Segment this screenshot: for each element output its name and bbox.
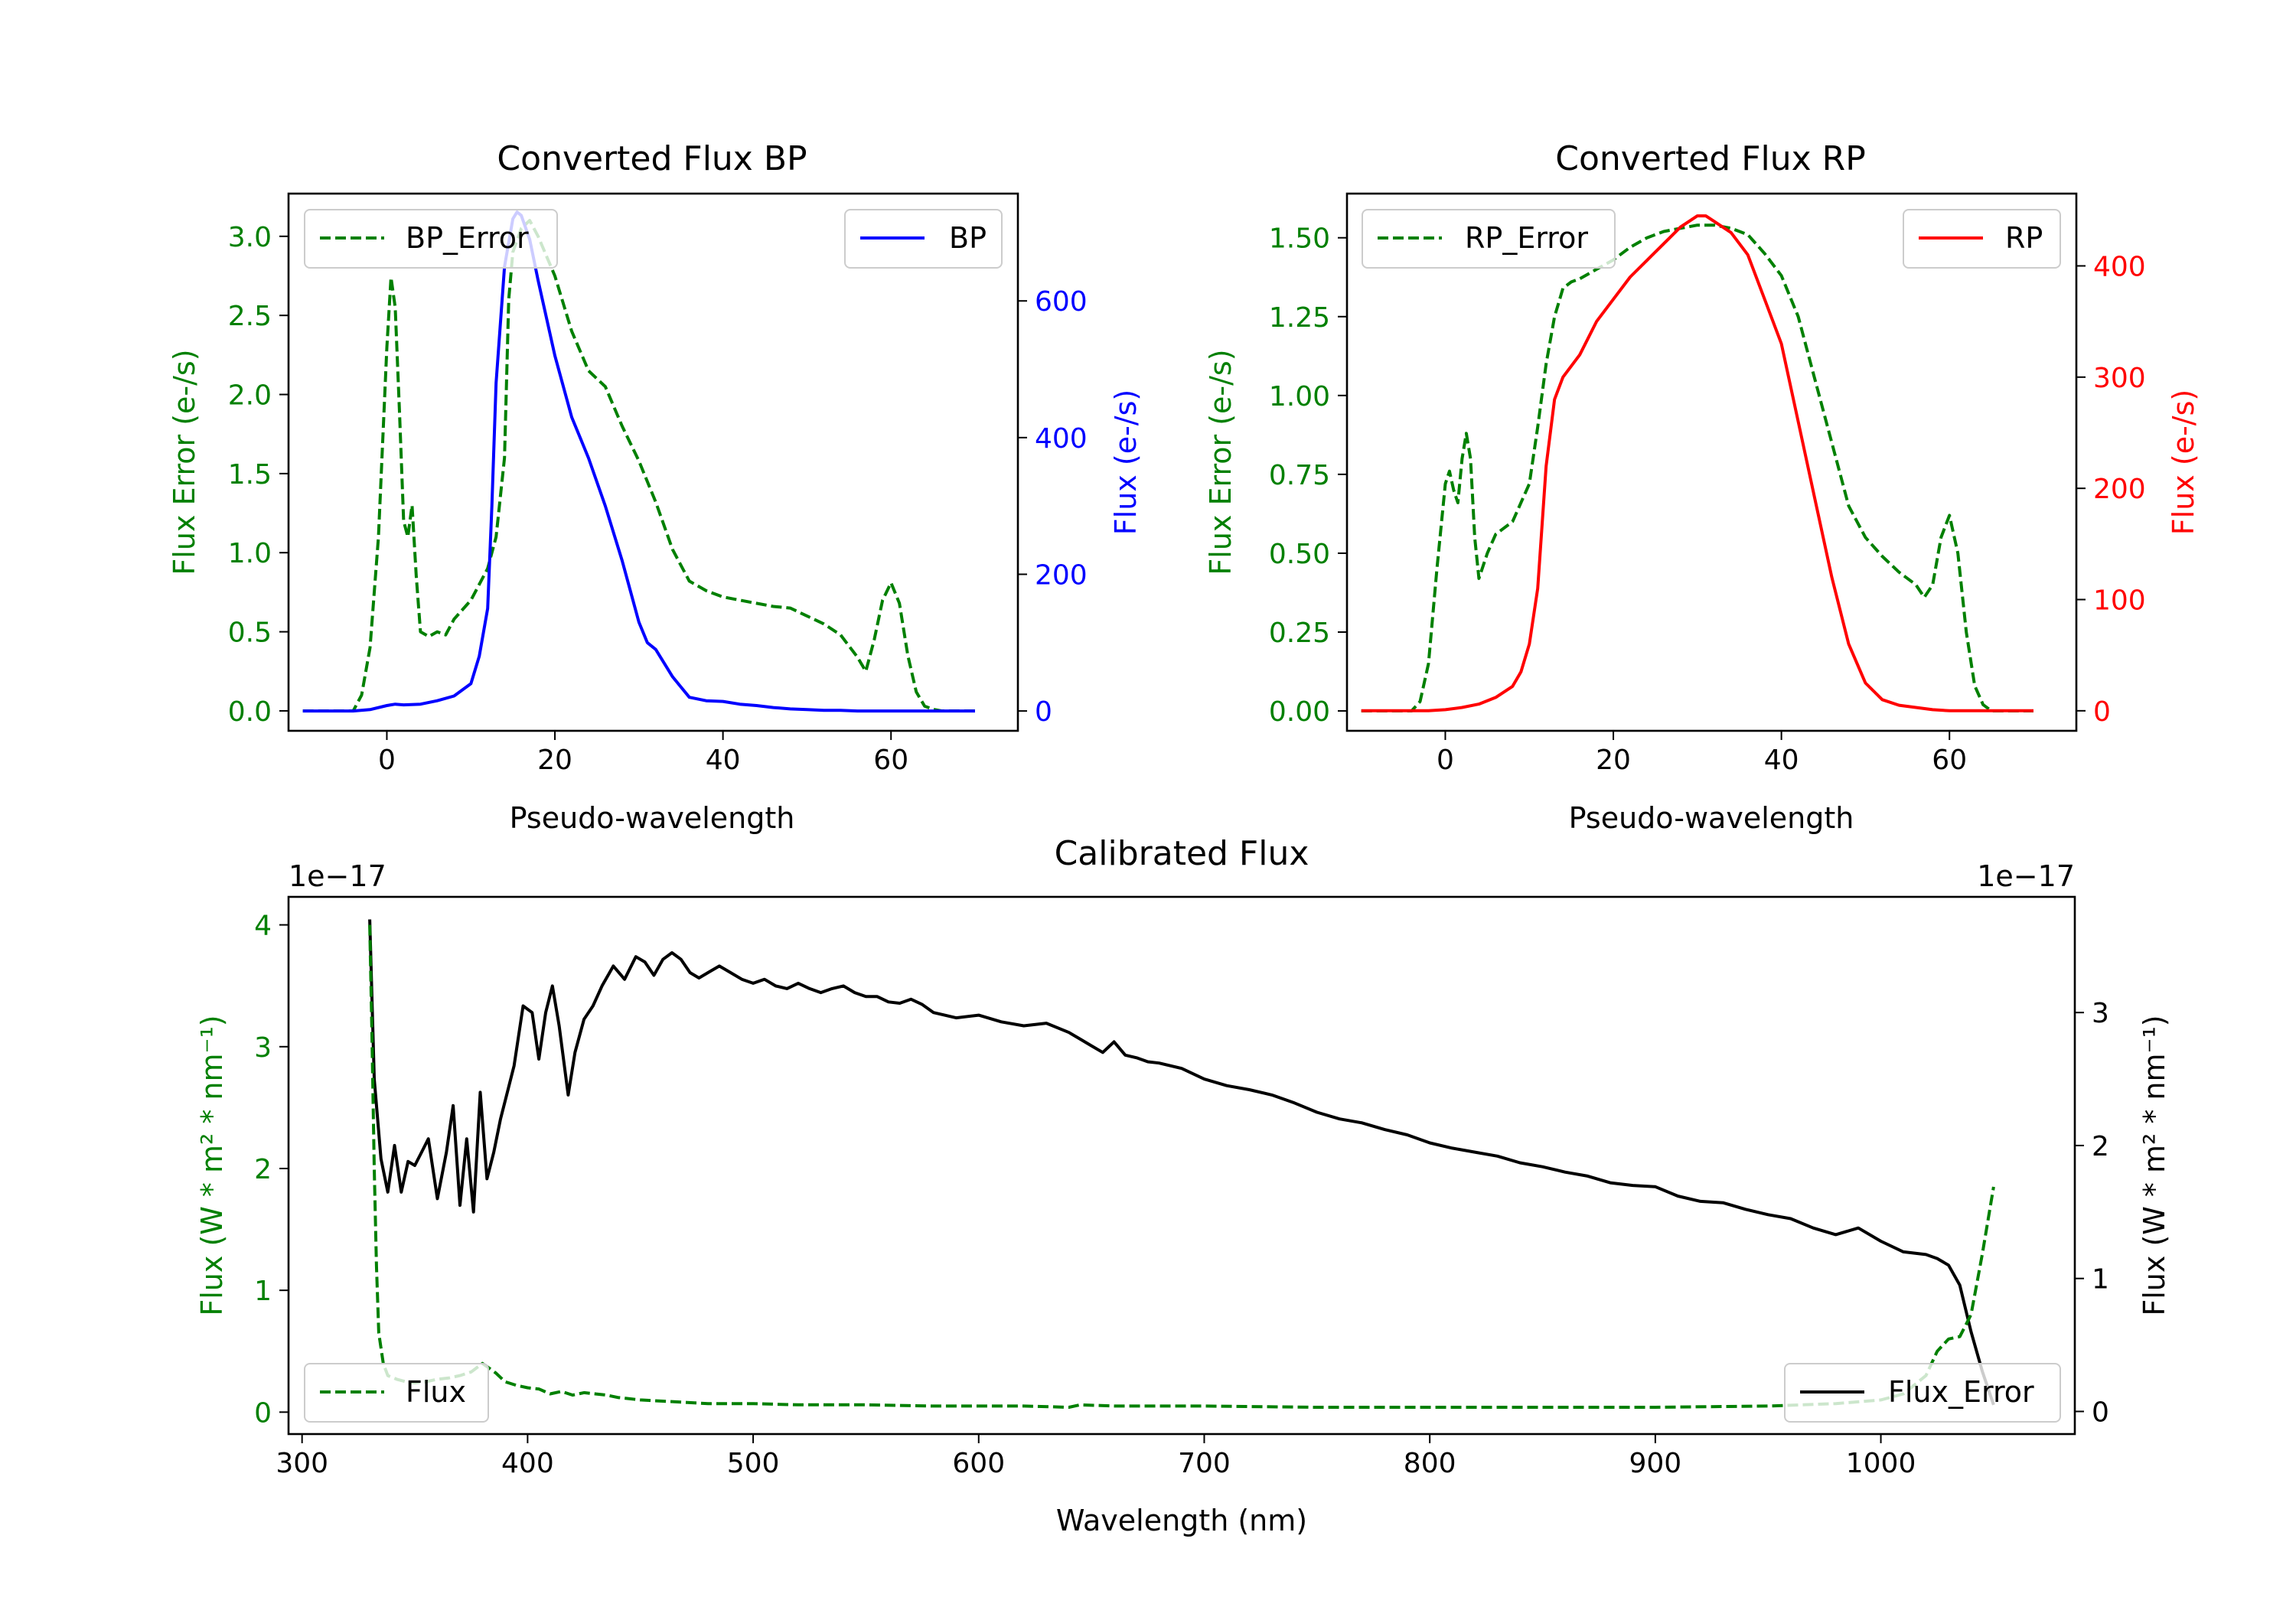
y-right-tick-label: 200: [2093, 474, 2146, 505]
chart-bp-legend-right: BP: [844, 209, 1003, 269]
y-right-tick-label: 0: [2092, 1397, 2109, 1428]
x-tick-label: 0: [1437, 745, 1454, 776]
chart-calibrated-frame: [287, 895, 2076, 1436]
y-left-tick-label: 3: [254, 1032, 272, 1064]
x-tick-label: 60: [1932, 745, 1967, 776]
chart-calibrated-ylabel-right: Flux (W * m² * nm⁻¹): [2138, 1015, 2171, 1315]
x-tick-label: 800: [1404, 1448, 1456, 1479]
x-tick-label: 1000: [1846, 1448, 1916, 1479]
chart-rp-legend-left-label: RP_Error: [1465, 221, 1588, 255]
chart-bp-ylabel-right: Flux (e-/s): [1109, 390, 1143, 535]
y-left-tick-label: 2.0: [228, 380, 272, 412]
chart-bp-plot-area: [302, 210, 975, 713]
series-line-flux: [368, 919, 1995, 1406]
y-left-tick-label: 1.0: [228, 538, 272, 569]
y-left-tick-label: 1.25: [1269, 302, 1330, 334]
chart-calibrated-plot-area: [368, 919, 1995, 1409]
y-left-tick-label: 0: [254, 1397, 272, 1429]
y-left-tick-label: 0.50: [1269, 539, 1330, 570]
x-tick-label: 40: [1764, 745, 1799, 776]
x-tick-label: 60: [873, 745, 908, 776]
chart-calibrated-x-axis: 300 400 500 600 700 800 900 1000: [276, 1434, 1916, 1479]
series-line-bp: [302, 210, 975, 713]
chart-calibrated-title: Calibrated Flux: [1055, 834, 1309, 873]
chart-rp-legend-left: RP_Error: [1362, 209, 1616, 269]
x-tick-label: 0: [378, 745, 396, 776]
chart-bp: Converted Flux BP 0 20 40 60 0.0 0.5 1.0 1.5 2.…: [168, 139, 1143, 835]
y-right-tick-label: 400: [2093, 251, 2146, 282]
y-right-tick-label: 600: [1035, 286, 1088, 318]
chart-calibrated-xlabel: Wavelength (nm): [1056, 1504, 1307, 1537]
chart-calibrated-legend-left-label: Flux: [406, 1375, 466, 1409]
chart-rp-ylabel-left: Flux Error (e-/s): [1204, 349, 1238, 575]
chart-calibrated: Calibrated Flux 1e−17 1e−17 300 400 500 600…: [195, 834, 2171, 1537]
x-tick-label: 900: [1629, 1448, 1682, 1479]
chart-rp-xlabel: Pseudo-wavelength: [1569, 801, 1854, 835]
series-line-rp: [1361, 214, 2033, 712]
y-left-tick-label: 0.25: [1269, 618, 1330, 649]
x-tick-label: 300: [276, 1448, 328, 1479]
chart-calibrated-legend-right: Flux_Error: [1784, 1363, 2061, 1423]
x-tick-label: 600: [952, 1448, 1005, 1479]
y-left-tick-label: 1.50: [1269, 223, 1330, 255]
y-left-tick-label: 2: [254, 1154, 272, 1185]
y-right-tick-label: 300: [2093, 363, 2146, 394]
y-left-tick-label: 0.75: [1269, 460, 1330, 491]
y-right-tick-label: 0: [1035, 696, 1052, 728]
x-tick-label: 20: [1596, 745, 1631, 776]
y-right-tick-label: 100: [2093, 585, 2146, 616]
chart-calibrated-offset-right: 1e−17: [1977, 859, 2075, 893]
chart-bp-legend-left: BP_Error: [304, 209, 558, 269]
chart-rp-legend-right-label: RP: [2005, 221, 2043, 255]
x-tick-label: 500: [727, 1448, 780, 1479]
chart-bp-x-axis: 0 20 40 60: [378, 731, 908, 776]
chart-bp-legend-left-label: BP_Error: [406, 221, 529, 255]
chart-rp-left-axis: 0.00 0.25 0.50 0.75 1.00 1.25 1.50: [1269, 223, 1347, 728]
y-left-tick-label: 0.0: [228, 696, 272, 728]
x-tick-label: 400: [501, 1448, 554, 1479]
chart-rp: Converted Flux RP 0 20 40 60 0.000.250.500.…: [1204, 139, 2200, 835]
y-left-tick-label: 1: [254, 1276, 272, 1307]
chart-rp-right-axis: 0 100 200 300 400: [2076, 251, 2146, 728]
chart-bp-title: Converted Flux BP: [497, 139, 807, 178]
chart-bp-frame: [287, 192, 1019, 732]
x-tick-label: 40: [706, 745, 741, 776]
chart-rp-x-axis: 0 20 40 60: [1437, 731, 1967, 776]
y-left-tick-label: 3.0: [228, 222, 272, 253]
chart-calibrated-legend-right-label: Flux_Error: [1888, 1375, 2034, 1409]
x-tick-label: 20: [537, 745, 572, 776]
y-left-tick-label: 1.00: [1269, 381, 1330, 412]
chart-calibrated-left-axis: 0 1 2 3 4: [254, 911, 289, 1429]
chart-rp-frame: [1345, 192, 2078, 732]
chart-calibrated-right-axis: 0 1 2 3: [2075, 998, 2109, 1428]
chart-bp-right-axis: 0 200 400 600: [1018, 286, 1088, 728]
chart-bp-ylabel-left: Flux Error (e-/s): [168, 349, 201, 575]
y-right-tick-label: 400: [1035, 423, 1088, 455]
chart-rp-ylabel-right: Flux (e-/s): [2167, 390, 2200, 535]
y-right-tick-label: 200: [1035, 559, 1088, 591]
chart-calibrated-offset-left: 1e−17: [289, 859, 386, 893]
y-left-tick-label: 4: [254, 911, 272, 942]
y-right-tick-label: 3: [2092, 998, 2109, 1029]
chart-calibrated-ylabel-left: Flux (W * m² * nm⁻¹): [195, 1015, 229, 1315]
chart-rp-legend-right: RP: [1903, 209, 2061, 269]
y-left-tick-label: 0.5: [228, 618, 272, 649]
y-right-tick-label: 1: [2092, 1264, 2109, 1296]
chart-bp-xlabel: Pseudo-wavelength: [510, 801, 795, 835]
chart-calibrated-legend-left: Flux: [304, 1363, 489, 1423]
series-line-bp-error: [302, 219, 975, 712]
y-left-tick-label: 0.00: [1269, 696, 1330, 728]
chart-bp-legend-right-label: BP: [949, 221, 987, 255]
chart-rp-title: Converted Flux RP: [1555, 139, 1866, 178]
y-left-tick-label: 1.5: [228, 459, 272, 491]
y-right-tick-label: 0: [2093, 696, 2111, 728]
series-line-rp-error: [1361, 223, 2033, 712]
chart-rp-plot-area: [1361, 214, 2033, 712]
y-right-tick-label: 2: [2092, 1131, 2109, 1162]
series-line-flux-error: [368, 924, 1995, 1409]
x-tick-label: 700: [1178, 1448, 1231, 1479]
chart-bp-left-axis: 0.0 0.5 1.0 1.5 2.0 2.5 3.0: [228, 222, 289, 728]
y-left-tick-label: 2.5: [228, 301, 272, 332]
